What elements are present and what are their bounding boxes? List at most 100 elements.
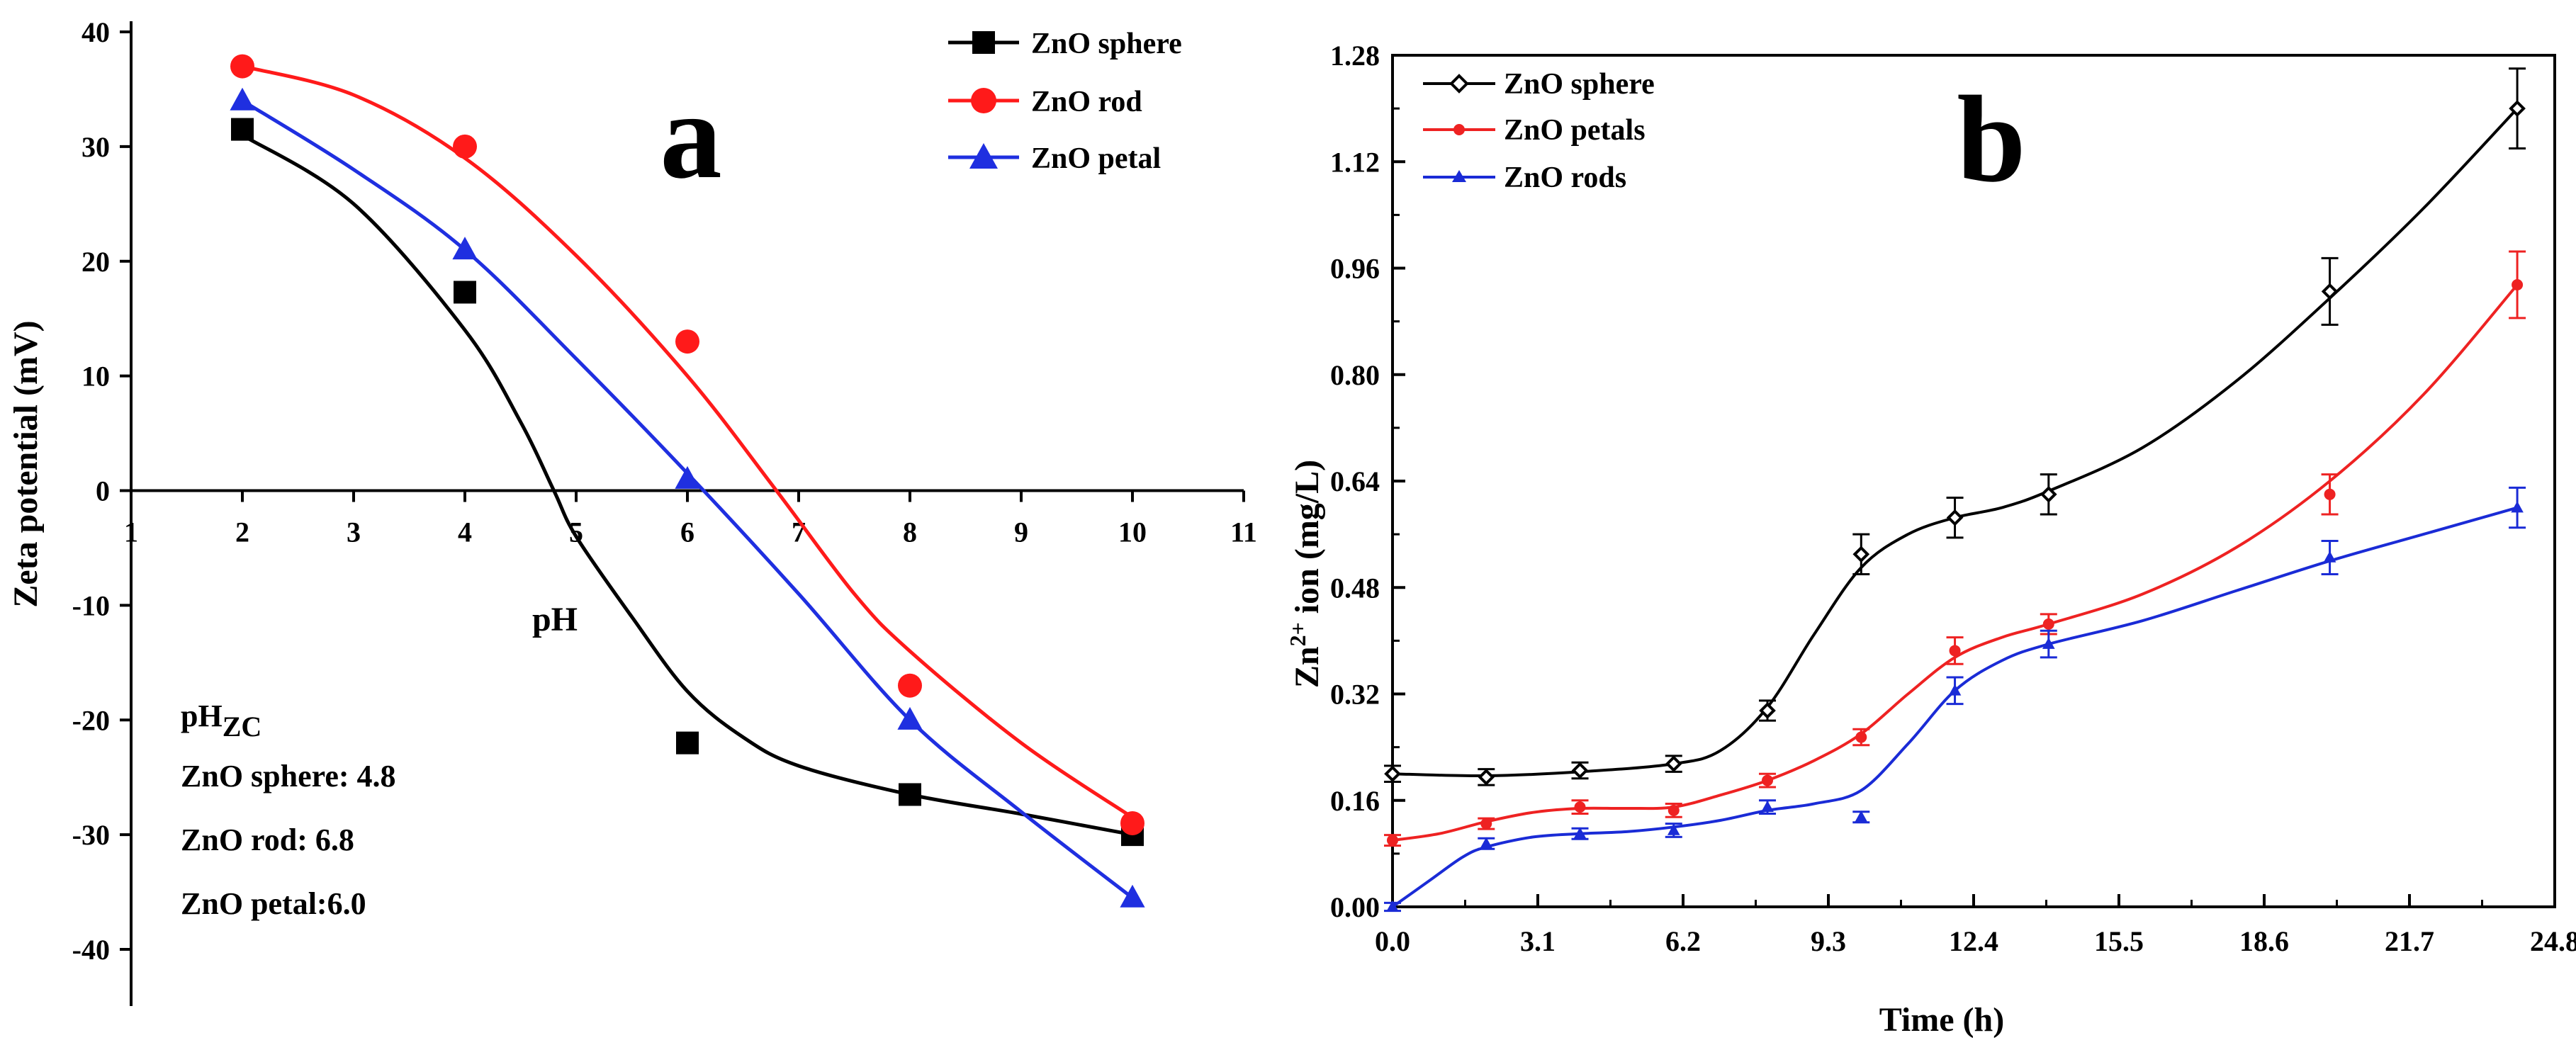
panel-b-x-tick-label: 9.3	[1811, 925, 1846, 957]
legend-label-zno-petal: ZnO petal	[1031, 142, 1161, 175]
panel-a-x-tick-label: 3	[347, 516, 361, 548]
data-point-zno-petals	[1949, 645, 1961, 657]
panel-b-x-tick-label: 12.4	[1949, 925, 1998, 957]
data-point-zno-rods	[1948, 684, 1962, 696]
data-point-zno-sphere	[1478, 769, 1495, 786]
panel-b-y-tick-label: 0.64	[1330, 465, 1380, 497]
panel-b-x-tick-label: 21.7	[2385, 925, 2434, 957]
panel-b-x-tick-label: 15.5	[2094, 925, 2144, 957]
data-point-zno-petals	[2324, 488, 2336, 500]
data-point-zno-petal	[230, 87, 255, 111]
panel-a-x-tick-label: 8	[903, 516, 917, 548]
phzc-heading: pHZC	[181, 699, 261, 742]
data-point-zno-petals	[1574, 801, 1586, 813]
panel-a-y-tick-label: -20	[72, 704, 110, 736]
data-point-zno-sphere	[1946, 509, 1964, 526]
data-point-zno-rods	[2511, 501, 2524, 513]
panel-b-y-tick-label: 0.00	[1330, 891, 1380, 923]
data-point-zno-petal	[452, 237, 478, 260]
panel-b-y-tick-label: 1.12	[1330, 146, 1380, 178]
data-point-zno-rod	[675, 329, 699, 354]
data-point-zno-rods	[2042, 637, 2055, 649]
panel-b-letter: b	[1957, 70, 2025, 208]
data-point-zno-rods	[1480, 837, 1493, 849]
fit-curve-zno-rods	[1391, 506, 2518, 908]
data-point-zno-petals	[1387, 835, 1398, 847]
panel-a-y-tick-label: -40	[72, 934, 110, 966]
fit-curve-zno-sphere	[1392, 107, 2519, 778]
panel-b-y-label-rest: ion (mg/L)	[1288, 460, 1326, 622]
panel-a-y-axis-label: Zeta potential (mV)	[7, 320, 45, 607]
data-point-zno-rods	[1386, 900, 1399, 912]
data-point-zno-sphere	[1759, 702, 1776, 719]
data-point-zno-rod	[453, 134, 477, 159]
data-point-zno-sphere	[2509, 100, 2526, 117]
panel-b-data-points	[1384, 67, 2526, 913]
panel-b-y-label-sup: 2+	[1285, 622, 1310, 646]
fit-curve-zno-petals	[1392, 283, 2519, 842]
data-point-zno-sphere	[676, 731, 699, 755]
data-point-zno-petal	[897, 706, 923, 730]
panel-a-x-axis-label: pH	[532, 601, 578, 638]
panel-b-x-tick-label: 0.0	[1375, 925, 1410, 957]
panel-a-y-tick-label: 20	[81, 246, 110, 278]
legend-label-zno-sphere-b: ZnO sphere	[1504, 68, 1655, 101]
panel-b-y-tick-label: 0.80	[1330, 359, 1380, 391]
panel-a-letter: a	[660, 67, 722, 204]
data-point-zno-petals	[1667, 804, 1680, 816]
panel-b-fit-curves	[1391, 107, 2519, 908]
panel-a-x-tick-label: 4	[458, 516, 472, 548]
data-point-zno-petal	[675, 465, 700, 489]
panel-b-y-label-main: Zn	[1288, 646, 1326, 688]
data-point-zno-petals	[1855, 731, 1867, 743]
phzc-heading-subscript: ZC	[223, 711, 262, 742]
panel-b-y-tick-label: 0.16	[1330, 785, 1380, 817]
panel-b-y-axis-label: Zn2+ ion (mg/L)	[1285, 460, 1326, 688]
data-point-zno-sphere	[454, 281, 476, 304]
legend-diamond-marker	[1449, 74, 1469, 94]
panel-b-x-axis-label: Time (h)	[1879, 1001, 2004, 1039]
legend-label-zno-sphere: ZnO sphere	[1031, 28, 1182, 60]
panel-a-x-tick-label: 10	[1118, 516, 1147, 548]
panel-a-y-tick-label: -10	[72, 589, 110, 621]
data-point-zno-rod	[230, 54, 254, 79]
data-point-zno-rods	[1573, 827, 1587, 839]
panel-b-x-tick-label: 6.2	[1665, 925, 1701, 957]
panel-a-x-tick-label: 2	[235, 516, 249, 548]
data-point-zno-petals	[2042, 618, 2054, 630]
panel-a-y-tick-label: 0	[96, 475, 110, 507]
phzc-heading-main: pH	[181, 699, 223, 733]
panel-b-x-tick-label: 18.6	[2239, 925, 2289, 957]
panel-b-x-tick-label: 24.8	[2530, 925, 2576, 957]
panel-a-x-tick-label: 11	[1230, 516, 1257, 548]
data-point-zno-rods	[1855, 810, 1868, 823]
data-point-zno-sphere	[1665, 755, 1682, 772]
data-point-zno-rods	[2323, 550, 2336, 563]
data-point-zno-sphere	[1571, 762, 1589, 779]
panel-b-y-tick-label: 1.28	[1330, 40, 1380, 72]
panel-a-y-tick-label: 40	[81, 16, 110, 48]
data-point-zno-sphere	[899, 783, 921, 806]
panel-a-x-tick-label: 9	[1014, 516, 1028, 548]
data-point-zno-sphere	[2040, 485, 2057, 503]
data-point-zno-sphere	[1852, 546, 1870, 563]
panel-b-zn-ion-release-chart: 0.00 0.16 0.32 0.48 0.64 0.80 0.96 1.12 1.28 0.0 3…	[1285, 40, 2576, 1039]
data-point-zno-sphere	[2321, 283, 2339, 300]
panel-b-y-tick-label: 0.32	[1330, 679, 1380, 711]
data-point-zno-petal	[1120, 884, 1145, 908]
data-point-zno-petals	[1762, 774, 1774, 786]
data-point-zno-rod	[898, 673, 922, 698]
data-point-zno-rods	[1667, 823, 1680, 835]
panel-a-y-tick-label: -30	[72, 819, 110, 851]
panel-a-y-tick-label: 30	[81, 131, 110, 163]
legend-square-marker	[972, 31, 995, 54]
data-point-zno-petals	[1480, 818, 1492, 830]
panel-a-data-points	[230, 54, 1145, 908]
phzc-rod-value: ZnO rod: 6.8	[181, 823, 354, 857]
data-point-zno-petals	[2512, 278, 2524, 290]
panel-b-y-tick-label: 0.96	[1330, 253, 1380, 285]
panel-b-legend: ZnO sphere ZnO petals ZnO rods	[1423, 68, 1655, 194]
